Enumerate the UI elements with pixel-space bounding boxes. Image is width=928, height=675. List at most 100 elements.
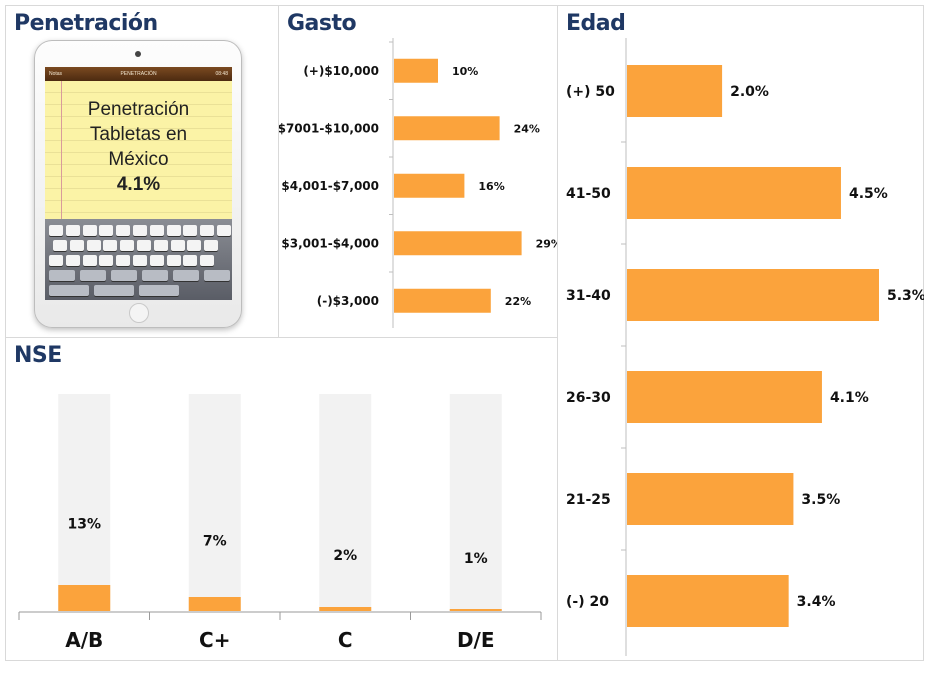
edad-bar [627,575,789,627]
keyboard-key [82,225,97,236]
note-value: 4.1% [116,174,161,195]
keyboard-key [139,285,179,296]
gasto-chart: (+)$10,000 10% $7001-$10,000 24% $4,001-$7,0… [279,38,557,328]
nse-bar-track [58,394,111,611]
keyboard-key [187,240,202,251]
keyboard-key [149,255,164,266]
gasto-category-label: $3,001-$4,000 [281,236,379,250]
nse-data-label: 2% [333,548,357,564]
notes-nav-bar: Notas PENETRACIÓN 08:48 [45,67,232,81]
keyboard-key [82,255,97,266]
keyboard-key [166,255,181,266]
gasto-data-label: 10% [452,65,478,78]
keyboard-key [217,225,231,236]
keyboard-key [137,240,151,251]
edad-bar [627,167,841,219]
notes-status-time: 08:48 [215,71,228,77]
edad-category-label: (+) 50 [566,84,615,100]
nse-category-label: A/B [65,628,103,652]
edad-bar [627,65,723,117]
nse-bar [449,609,502,611]
nse-data-label: 1% [464,551,488,567]
keyboard-key [133,255,147,266]
keyboard-key [49,225,63,236]
keyboard-key [142,270,168,281]
keyboard-key [153,240,168,251]
keyboard-key [94,285,134,296]
tablet-screen: Notas PENETRACIÓN 08:48 Penetración Tabl… [45,67,232,300]
keyboard-key [170,240,185,251]
edad-category-label: 31-40 [566,288,611,304]
edad-chart: (+) 50 2.0% 41-50 4.5% 31-40 5.3% 26-30 4.1% 21-… [566,38,924,656]
on-screen-keyboard [45,219,232,300]
gasto-data-label: 22% [505,295,531,308]
notes-margin-line [61,81,62,219]
edad-bar [627,269,879,321]
edad-data-label: 5.3% [887,288,924,304]
notes-paper [45,81,232,219]
edad-category-label: (-) 20 [566,594,609,610]
gasto-data-label: 16% [478,180,504,193]
keyboard-key [49,255,63,266]
edad-data-label: 3.5% [801,492,840,508]
nse-panel [5,337,558,661]
keyboard-key [80,270,106,281]
gasto-data-label: 24% [514,122,540,135]
keyboard-key [204,240,219,251]
edad-category-label: 21-25 [566,492,611,508]
gasto-bar [394,173,465,198]
gasto-bar [394,288,491,313]
tablet-image: Notas PENETRACIÓN 08:48 Penetración Tabl… [34,40,242,328]
keyboard-key [149,225,164,236]
nse-bar-track [449,394,502,611]
keyboard-key [65,225,80,236]
gasto-bar [394,116,500,141]
keyboard-key [183,255,198,266]
edad-data-label: 4.5% [849,186,888,202]
notes-nav-title: PENETRACIÓN [120,71,157,77]
notes-nav-left: Notas [49,71,63,77]
keyboard-key [204,270,230,281]
nse-data-label: 7% [203,534,227,550]
nse-chart: 13% A/B 7% C+ 2% C 1% D/E [18,394,542,652]
home-button-icon [129,303,149,323]
nse-title: NSE [14,343,62,368]
nse-category-label: C+ [199,628,230,652]
note-line-3: México [108,149,169,170]
keyboard-key [69,240,84,251]
nse-bar [58,585,111,611]
penetracion-title: Penetración [14,11,158,36]
gasto-bar [394,58,438,83]
keyboard-key [103,240,118,251]
note-line-1: Penetración [87,99,190,120]
nse-bar-track [319,394,372,611]
nse-category-label: C [338,628,353,652]
edad-panel [557,5,924,661]
nse-data-label: 13% [67,516,101,532]
keyboard-key [99,225,114,236]
edad-bar [627,473,794,525]
keyboard-key [173,270,199,281]
edad-category-label: 26-30 [566,390,611,406]
note-content: Penetración Tabletas en México 4.1% [45,97,232,197]
keyboard-key [200,225,215,236]
nse-category-label: D/E [457,628,495,652]
gasto-category-label: (+)$10,000 [303,64,379,78]
gasto-title: Gasto [287,11,357,36]
edad-category-label: 41-50 [566,186,611,202]
gasto-data-label: 29% [536,237,557,250]
nse-bar [319,607,372,611]
keyboard-key [49,270,75,281]
gasto-category-label: (-)$3,000 [317,294,379,308]
gasto-category-label: $7001-$10,000 [279,121,379,135]
keyboard-key [166,225,181,236]
note-line-2: Tabletas en [89,124,188,145]
keyboard-key [116,255,131,266]
keyboard-key [49,285,89,296]
gasto-category-label: $4,001-$7,000 [281,179,379,193]
edad-data-label: 3.4% [797,594,836,610]
keyboard-key [111,270,137,281]
keyboard-key [200,255,215,266]
edad-bar [627,371,822,423]
edad-data-label: 2.0% [730,84,769,100]
